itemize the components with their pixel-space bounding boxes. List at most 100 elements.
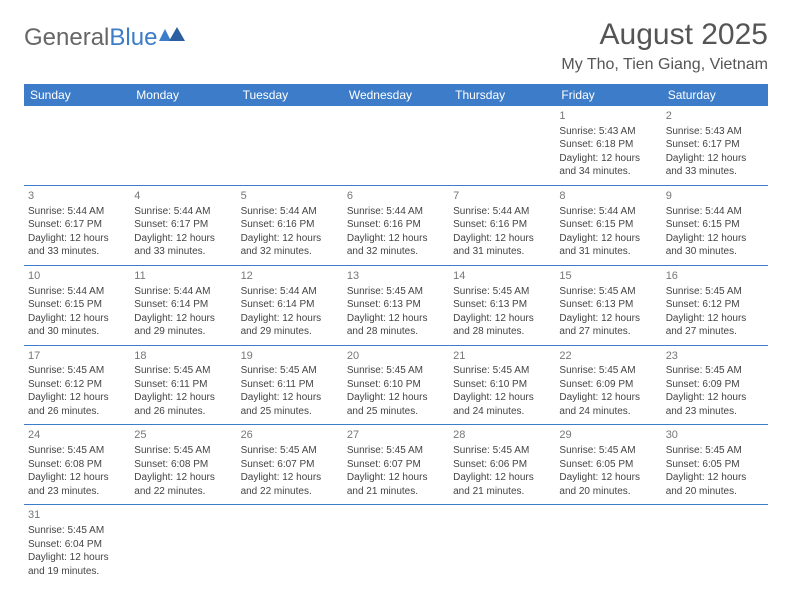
calendar-cell: 24Sunrise: 5:45 AMSunset: 6:08 PMDayligh… bbox=[24, 425, 130, 505]
calendar-cell: 30Sunrise: 5:45 AMSunset: 6:05 PMDayligh… bbox=[662, 425, 768, 505]
sunrise-text: Sunrise: 5:44 AM bbox=[134, 205, 232, 219]
daylight-text: Daylight: 12 hours and 26 minutes. bbox=[28, 391, 126, 418]
weekday-header: Wednesday bbox=[343, 84, 449, 106]
location: My Tho, Tien Giang, Vietnam bbox=[561, 56, 768, 74]
sunset-text: Sunset: 6:13 PM bbox=[347, 298, 445, 312]
daylight-text: Daylight: 12 hours and 27 minutes. bbox=[559, 312, 657, 339]
daylight-text: Daylight: 12 hours and 33 minutes. bbox=[134, 232, 232, 259]
sunrise-text: Sunrise: 5:43 AM bbox=[666, 125, 764, 139]
calendar-cell: 31Sunrise: 5:45 AMSunset: 6:04 PMDayligh… bbox=[24, 505, 130, 584]
sunrise-text: Sunrise: 5:43 AM bbox=[559, 125, 657, 139]
daylight-text: Daylight: 12 hours and 33 minutes. bbox=[666, 152, 764, 179]
sunrise-text: Sunrise: 5:45 AM bbox=[28, 524, 126, 538]
daylight-text: Daylight: 12 hours and 24 minutes. bbox=[453, 391, 551, 418]
sunset-text: Sunset: 6:11 PM bbox=[241, 378, 339, 392]
calendar-week: 17Sunrise: 5:45 AMSunset: 6:12 PMDayligh… bbox=[24, 345, 768, 425]
calendar-cell: 28Sunrise: 5:45 AMSunset: 6:06 PMDayligh… bbox=[449, 425, 555, 505]
logo-text-general: General bbox=[24, 24, 109, 52]
sunset-text: Sunset: 6:14 PM bbox=[241, 298, 339, 312]
calendar-table: SundayMondayTuesdayWednesdayThursdayFrid… bbox=[24, 84, 768, 584]
month-title: August 2025 bbox=[561, 18, 768, 52]
calendar-week: 10Sunrise: 5:44 AMSunset: 6:15 PMDayligh… bbox=[24, 265, 768, 345]
day-number: 7 bbox=[453, 189, 551, 204]
sunset-text: Sunset: 6:14 PM bbox=[134, 298, 232, 312]
calendar-cell: 12Sunrise: 5:44 AMSunset: 6:14 PMDayligh… bbox=[237, 265, 343, 345]
calendar-cell: 8Sunrise: 5:44 AMSunset: 6:15 PMDaylight… bbox=[555, 185, 661, 265]
sunrise-text: Sunrise: 5:45 AM bbox=[134, 364, 232, 378]
day-number: 20 bbox=[347, 349, 445, 364]
sunrise-text: Sunrise: 5:44 AM bbox=[241, 205, 339, 219]
day-number: 23 bbox=[666, 349, 764, 364]
daylight-text: Daylight: 12 hours and 20 minutes. bbox=[559, 471, 657, 498]
calendar-cell bbox=[555, 505, 661, 584]
calendar-cell: 20Sunrise: 5:45 AMSunset: 6:10 PMDayligh… bbox=[343, 345, 449, 425]
sunset-text: Sunset: 6:12 PM bbox=[28, 378, 126, 392]
sunset-text: Sunset: 6:10 PM bbox=[347, 378, 445, 392]
sunrise-text: Sunrise: 5:45 AM bbox=[559, 285, 657, 299]
calendar-cell: 6Sunrise: 5:44 AMSunset: 6:16 PMDaylight… bbox=[343, 185, 449, 265]
calendar-cell bbox=[237, 505, 343, 584]
daylight-text: Daylight: 12 hours and 29 minutes. bbox=[241, 312, 339, 339]
sunset-text: Sunset: 6:13 PM bbox=[559, 298, 657, 312]
calendar-cell: 19Sunrise: 5:45 AMSunset: 6:11 PMDayligh… bbox=[237, 345, 343, 425]
daylight-text: Daylight: 12 hours and 25 minutes. bbox=[347, 391, 445, 418]
daylight-text: Daylight: 12 hours and 23 minutes. bbox=[666, 391, 764, 418]
day-number: 13 bbox=[347, 269, 445, 284]
calendar-cell: 11Sunrise: 5:44 AMSunset: 6:14 PMDayligh… bbox=[130, 265, 236, 345]
sunrise-text: Sunrise: 5:44 AM bbox=[28, 285, 126, 299]
day-number: 18 bbox=[134, 349, 232, 364]
daylight-text: Daylight: 12 hours and 27 minutes. bbox=[666, 312, 764, 339]
calendar-week: 1Sunrise: 5:43 AMSunset: 6:18 PMDaylight… bbox=[24, 106, 768, 185]
calendar-week: 3Sunrise: 5:44 AMSunset: 6:17 PMDaylight… bbox=[24, 185, 768, 265]
weekday-row: SundayMondayTuesdayWednesdayThursdayFrid… bbox=[24, 84, 768, 106]
sunrise-text: Sunrise: 5:45 AM bbox=[347, 285, 445, 299]
daylight-text: Daylight: 12 hours and 30 minutes. bbox=[28, 312, 126, 339]
day-number: 2 bbox=[666, 109, 764, 124]
day-number: 11 bbox=[134, 269, 232, 284]
calendar-cell: 14Sunrise: 5:45 AMSunset: 6:13 PMDayligh… bbox=[449, 265, 555, 345]
sunset-text: Sunset: 6:17 PM bbox=[666, 138, 764, 152]
sunset-text: Sunset: 6:06 PM bbox=[453, 458, 551, 472]
sunset-text: Sunset: 6:08 PM bbox=[28, 458, 126, 472]
daylight-text: Daylight: 12 hours and 21 minutes. bbox=[453, 471, 551, 498]
calendar-cell: 26Sunrise: 5:45 AMSunset: 6:07 PMDayligh… bbox=[237, 425, 343, 505]
sunrise-text: Sunrise: 5:45 AM bbox=[28, 364, 126, 378]
day-number: 25 bbox=[134, 428, 232, 443]
calendar-cell bbox=[343, 106, 449, 185]
weekday-header: Thursday bbox=[449, 84, 555, 106]
calendar-cell: 4Sunrise: 5:44 AMSunset: 6:17 PMDaylight… bbox=[130, 185, 236, 265]
sunset-text: Sunset: 6:16 PM bbox=[241, 218, 339, 232]
header: GeneralBlue August 2025 My Tho, Tien Gia… bbox=[24, 18, 768, 74]
calendar-cell: 9Sunrise: 5:44 AMSunset: 6:15 PMDaylight… bbox=[662, 185, 768, 265]
day-number: 28 bbox=[453, 428, 551, 443]
sunrise-text: Sunrise: 5:44 AM bbox=[666, 205, 764, 219]
calendar-cell: 29Sunrise: 5:45 AMSunset: 6:05 PMDayligh… bbox=[555, 425, 661, 505]
sunset-text: Sunset: 6:05 PM bbox=[666, 458, 764, 472]
day-number: 29 bbox=[559, 428, 657, 443]
calendar-cell bbox=[449, 106, 555, 185]
daylight-text: Daylight: 12 hours and 22 minutes. bbox=[134, 471, 232, 498]
daylight-text: Daylight: 12 hours and 32 minutes. bbox=[241, 232, 339, 259]
weekday-header: Friday bbox=[555, 84, 661, 106]
calendar-cell bbox=[130, 106, 236, 185]
daylight-text: Daylight: 12 hours and 33 minutes. bbox=[28, 232, 126, 259]
calendar-cell: 3Sunrise: 5:44 AMSunset: 6:17 PMDaylight… bbox=[24, 185, 130, 265]
day-number: 10 bbox=[28, 269, 126, 284]
calendar-cell bbox=[343, 505, 449, 584]
day-number: 12 bbox=[241, 269, 339, 284]
sunrise-text: Sunrise: 5:45 AM bbox=[666, 285, 764, 299]
sunset-text: Sunset: 6:12 PM bbox=[666, 298, 764, 312]
sunrise-text: Sunrise: 5:44 AM bbox=[559, 205, 657, 219]
day-number: 31 bbox=[28, 508, 126, 523]
daylight-text: Daylight: 12 hours and 32 minutes. bbox=[347, 232, 445, 259]
sunset-text: Sunset: 6:07 PM bbox=[347, 458, 445, 472]
day-number: 27 bbox=[347, 428, 445, 443]
daylight-text: Daylight: 12 hours and 30 minutes. bbox=[666, 232, 764, 259]
weekday-header: Sunday bbox=[24, 84, 130, 106]
sunrise-text: Sunrise: 5:44 AM bbox=[28, 205, 126, 219]
sunset-text: Sunset: 6:17 PM bbox=[28, 218, 126, 232]
calendar-cell bbox=[449, 505, 555, 584]
sunset-text: Sunset: 6:15 PM bbox=[666, 218, 764, 232]
day-number: 21 bbox=[453, 349, 551, 364]
calendar-cell bbox=[662, 505, 768, 584]
